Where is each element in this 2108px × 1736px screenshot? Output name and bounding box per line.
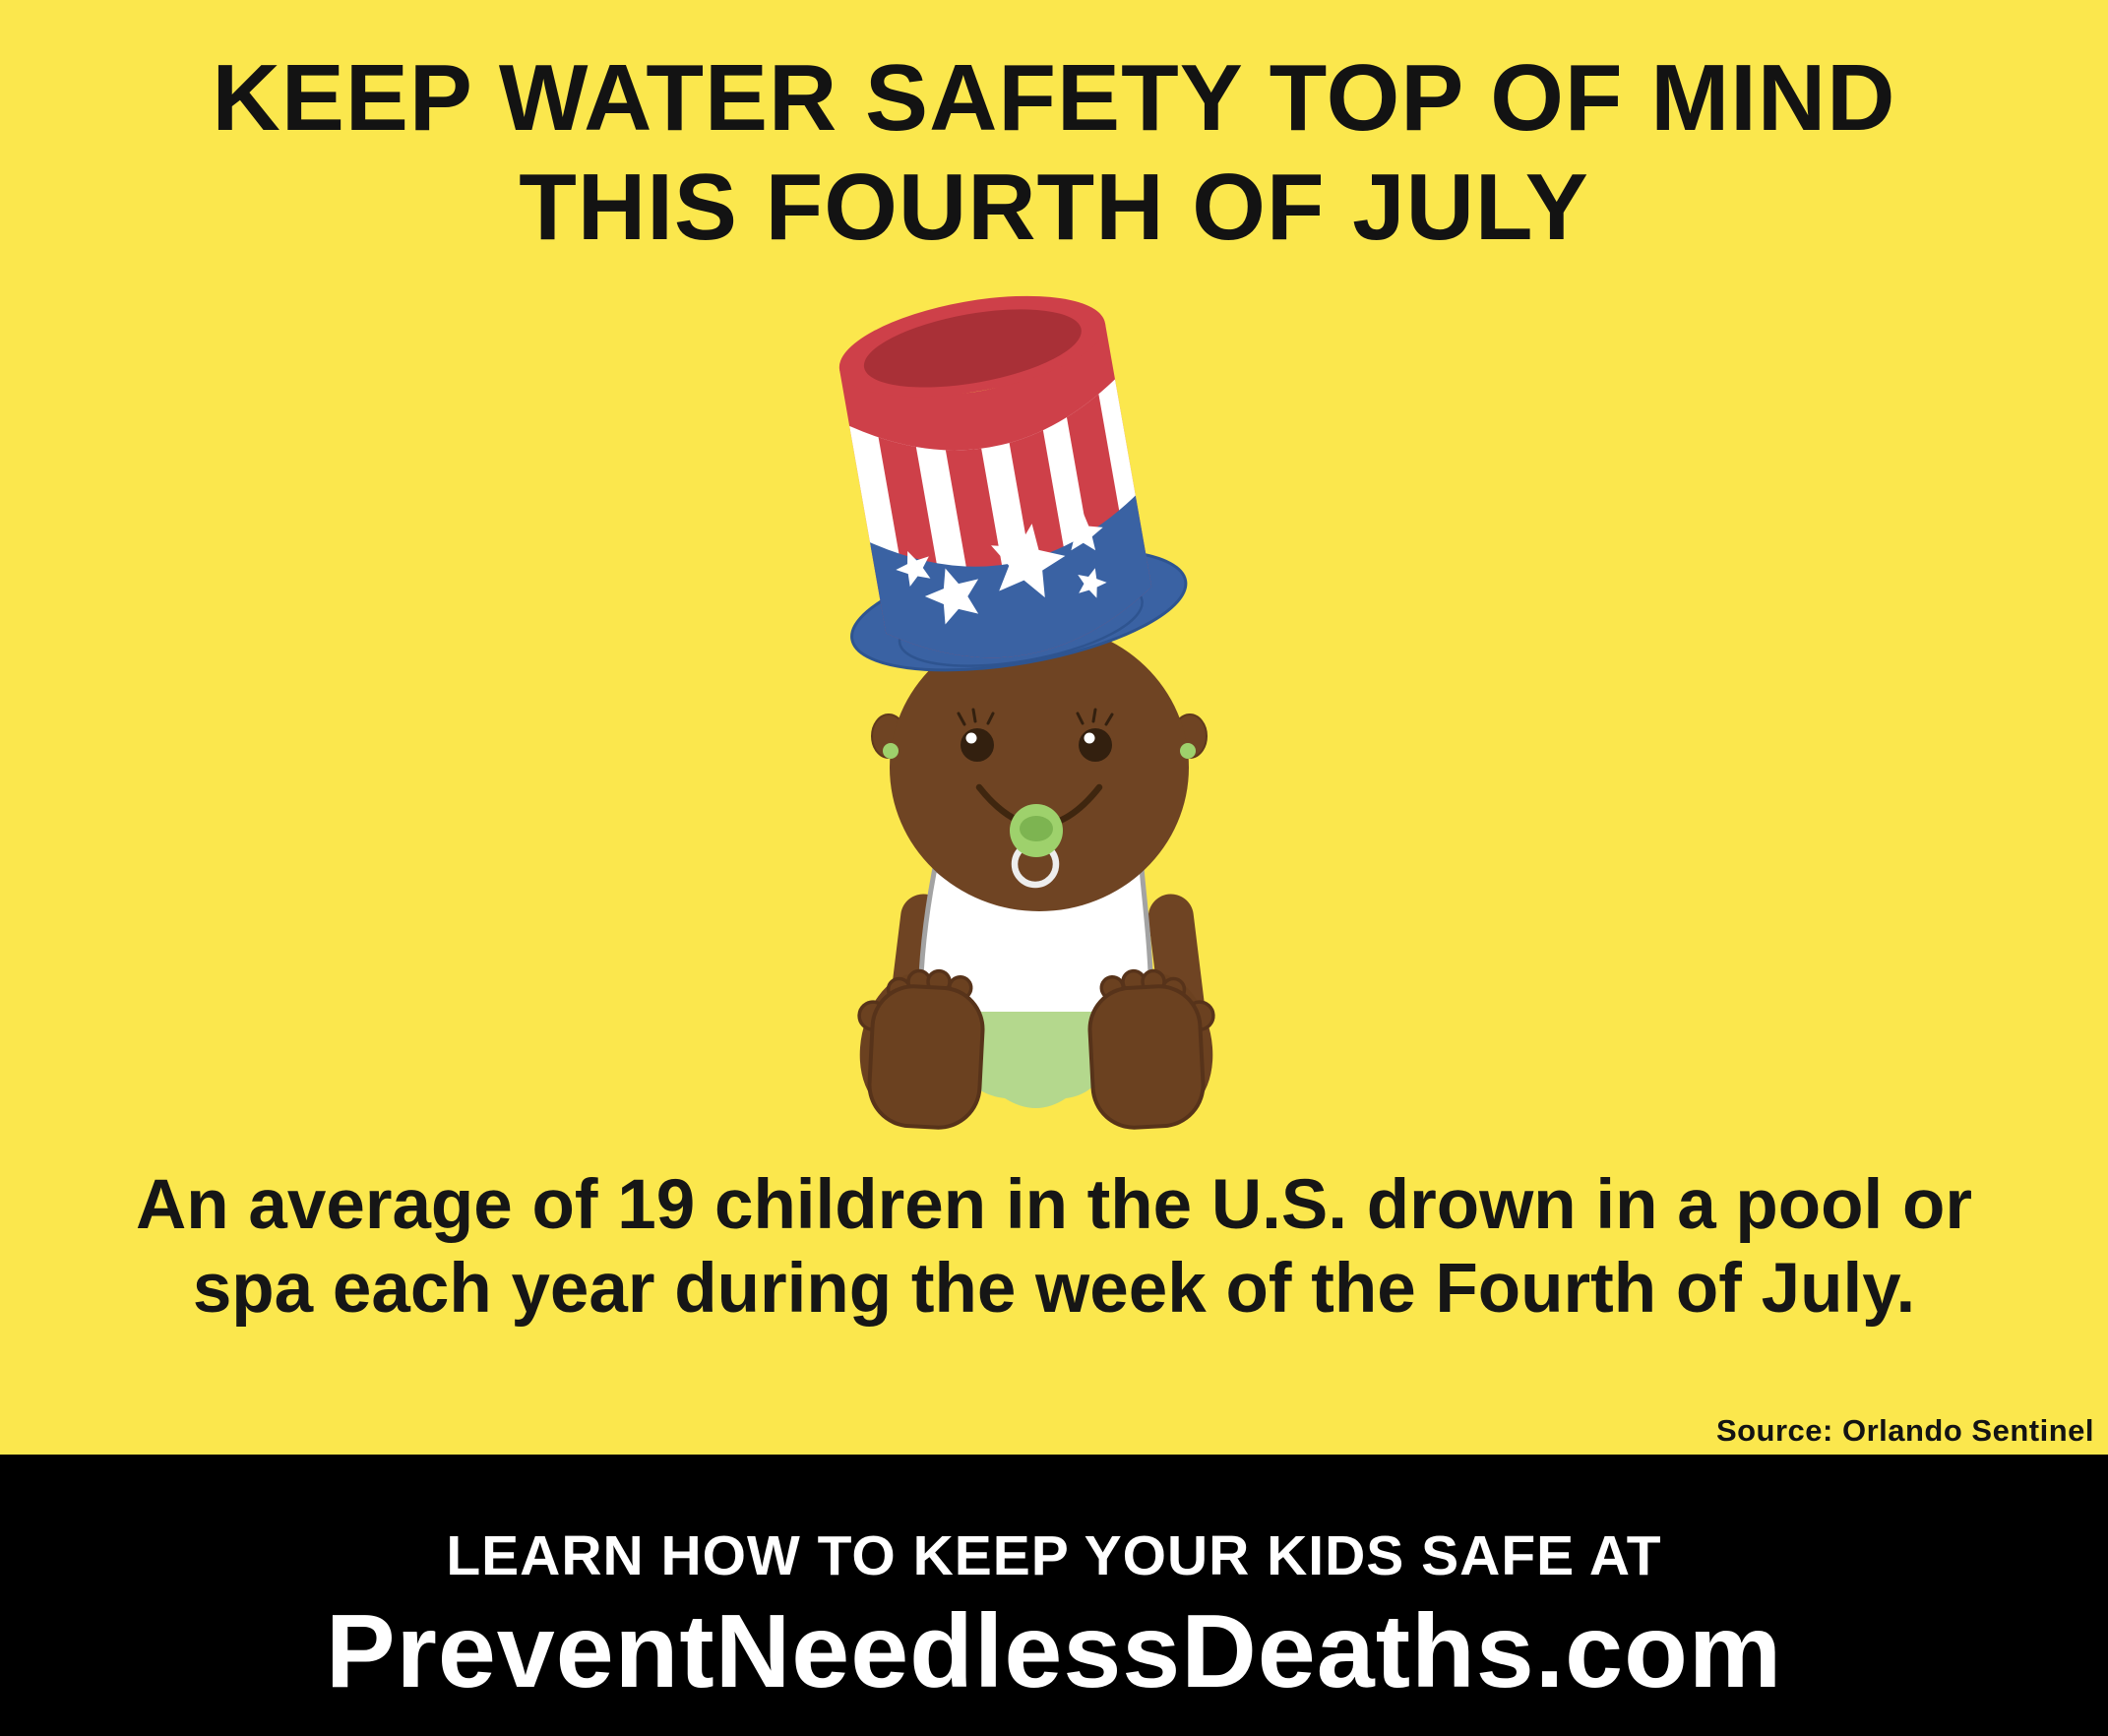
footer-website-url: PreventNeedlessDeaths.com — [325, 1592, 1783, 1709]
statistic-line-1: An average of 19 children in the U.S. dr… — [135, 1166, 1972, 1244]
left-foot — [857, 968, 985, 1130]
page-title: KEEP WATER SAFETY TOP OF MIND THIS FOURT… — [0, 43, 2108, 263]
baby-illustration — [838, 295, 1215, 1130]
left-eye — [957, 708, 995, 762]
baby-face — [957, 708, 1114, 889]
baby-feet — [857, 968, 1215, 1130]
footer-cta-text: LEARN HOW TO KEEP YOUR KIDS SAFE AT — [446, 1524, 1662, 1587]
pacifier — [1010, 804, 1063, 889]
source-attribution: Source: Orlando Sentinel — [1715, 1413, 2094, 1448]
title-line-1: KEEP WATER SAFETY TOP OF MIND — [212, 45, 1896, 151]
baby-head — [871, 624, 1208, 911]
baby-diaper — [949, 1012, 1113, 1108]
right-eye — [1076, 708, 1114, 762]
right-foot — [1087, 968, 1215, 1130]
footer-bar: LEARN HOW TO KEEP YOUR KIDS SAFE AT Prev… — [0, 1455, 2108, 1736]
title-line-2: THIS FOURTH OF JULY — [519, 155, 1589, 261]
uncle-sam-hat-top — [838, 295, 1152, 658]
right-earring — [1180, 743, 1196, 759]
statistic-line-2: spa each year during the week of the Fou… — [192, 1250, 1916, 1329]
left-earring — [883, 743, 899, 759]
statistic-text: An average of 19 children in the U.S. dr… — [0, 1163, 2108, 1331]
